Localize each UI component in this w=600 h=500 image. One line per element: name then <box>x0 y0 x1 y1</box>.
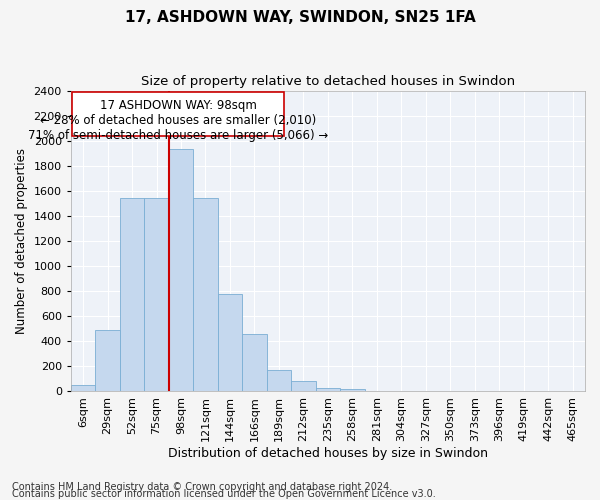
X-axis label: Distribution of detached houses by size in Swindon: Distribution of detached houses by size … <box>168 447 488 460</box>
Text: Contains public sector information licensed under the Open Government Licence v3: Contains public sector information licen… <box>12 489 436 499</box>
Bar <box>193 198 218 392</box>
Text: Contains HM Land Registry data © Crown copyright and database right 2024.: Contains HM Land Registry data © Crown c… <box>12 482 392 492</box>
Bar <box>169 150 193 392</box>
Bar <box>267 370 291 392</box>
Bar <box>291 381 316 392</box>
Bar <box>340 389 365 392</box>
Bar <box>365 391 389 392</box>
Bar <box>242 334 267 392</box>
Bar <box>71 385 95 392</box>
Title: Size of property relative to detached houses in Swindon: Size of property relative to detached ho… <box>141 75 515 88</box>
Bar <box>144 198 169 392</box>
Text: ← 28% of detached houses are smaller (2,010): ← 28% of detached houses are smaller (2,… <box>40 114 316 128</box>
Text: 17, ASHDOWN WAY, SWINDON, SN25 1FA: 17, ASHDOWN WAY, SWINDON, SN25 1FA <box>125 10 475 25</box>
Bar <box>218 294 242 392</box>
Bar <box>316 388 340 392</box>
Text: 17 ASHDOWN WAY: 98sqm: 17 ASHDOWN WAY: 98sqm <box>100 100 256 112</box>
Bar <box>120 198 144 392</box>
Text: 71% of semi-detached houses are larger (5,066) →: 71% of semi-detached houses are larger (… <box>28 129 328 142</box>
FancyBboxPatch shape <box>72 92 284 136</box>
Bar <box>95 330 120 392</box>
Y-axis label: Number of detached properties: Number of detached properties <box>15 148 28 334</box>
